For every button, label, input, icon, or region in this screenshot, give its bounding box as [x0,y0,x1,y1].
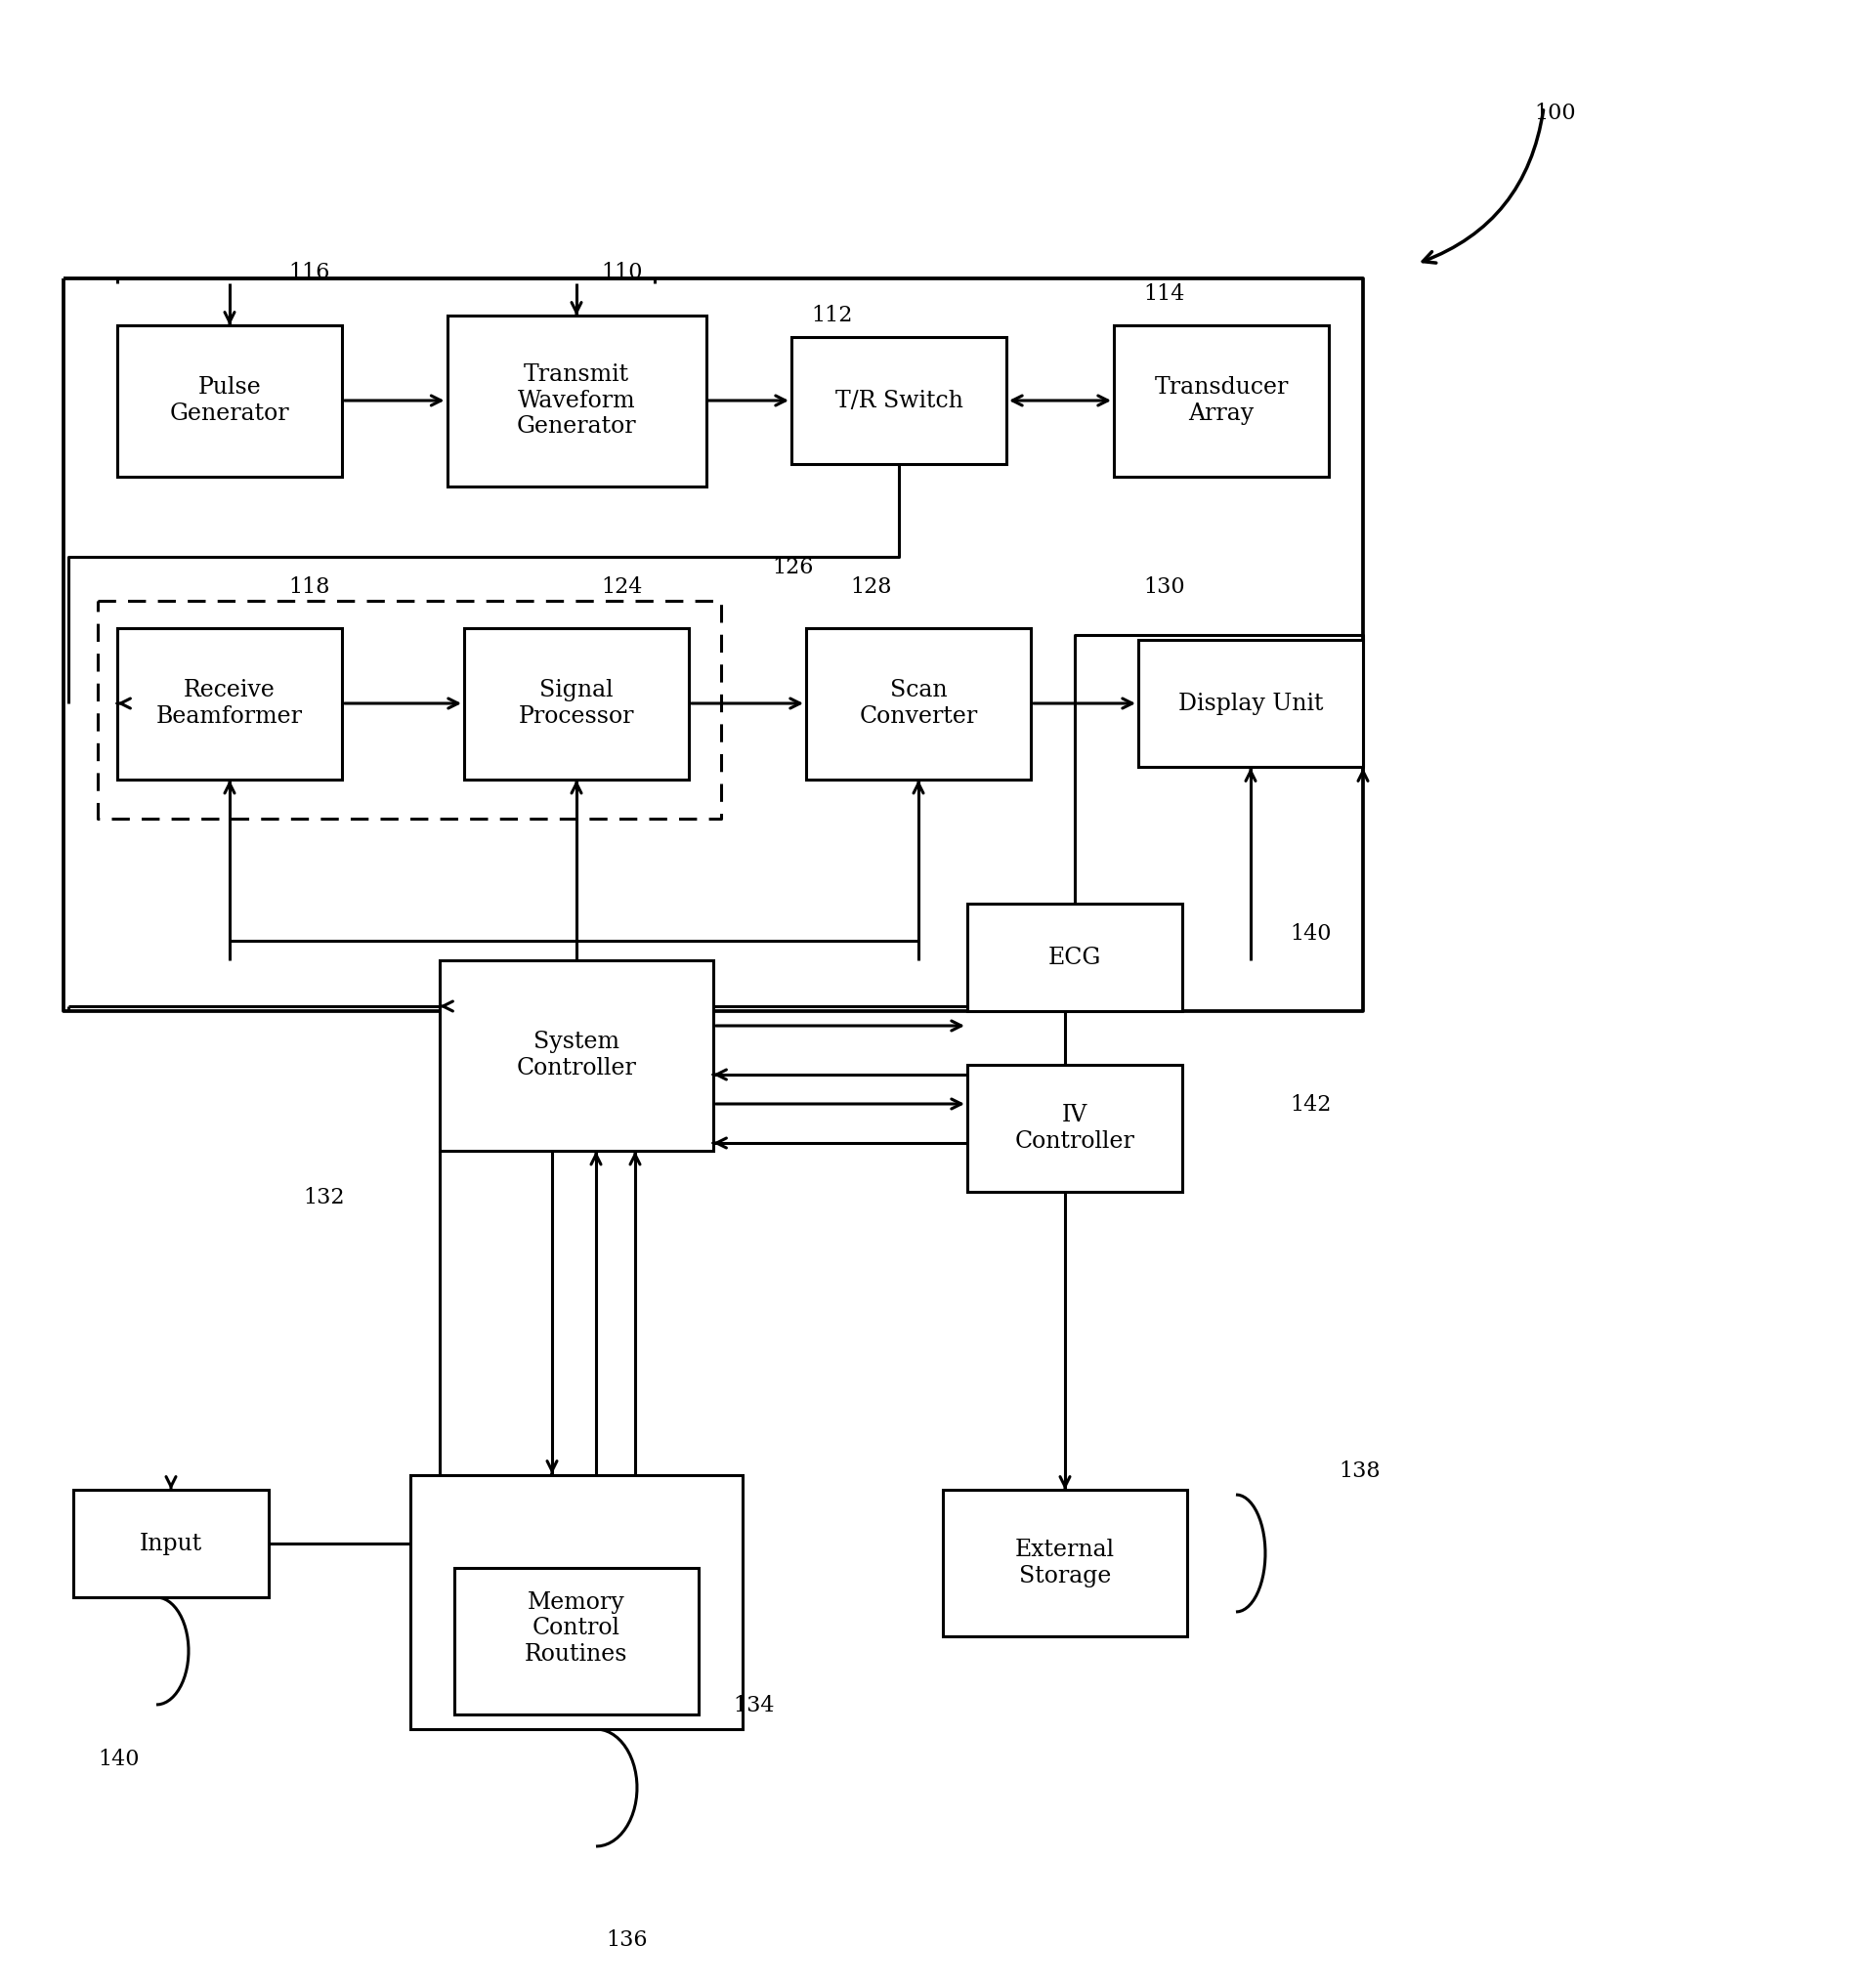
Bar [448,314,706,485]
Text: 110: 110 [602,262,643,284]
Text: IV
Controller: IV Controller [1014,1103,1136,1153]
Text: Signal
Processor: Signal Processor [519,680,635,728]
Text: Input: Input [139,1533,202,1555]
Text: ECG: ECG [1048,946,1102,968]
Text: 140: 140 [97,1749,139,1769]
Text: Scan
Converter: Scan Converter [858,680,978,728]
Text: 142: 142 [1289,1093,1331,1115]
Bar [1113,324,1329,477]
Text: Transducer
Array: Transducer Array [1154,376,1289,425]
Text: T/R Switch: T/R Switch [836,390,963,412]
Text: 130: 130 [1143,577,1184,598]
Bar [943,1489,1186,1636]
Text: 124: 124 [602,577,643,598]
Text: 138: 138 [1338,1461,1381,1481]
Text: Receive
Beamformer: Receive Beamformer [156,680,304,728]
Text: External
Storage: External Storage [1016,1539,1115,1586]
Text: Control
Routines: Control Routines [525,1616,628,1666]
Text: 140: 140 [1289,922,1331,944]
Bar [967,1066,1182,1193]
Text: Transmit
Waveform
Generator: Transmit Waveform Generator [517,364,637,437]
Text: 136: 136 [605,1930,647,1950]
Text: 116: 116 [289,262,330,284]
Bar [118,628,341,779]
Text: Pulse
Generator: Pulse Generator [171,376,289,425]
Bar [806,628,1031,779]
Text: Display Unit: Display Unit [1179,692,1323,714]
Bar [73,1489,268,1596]
Text: 132: 132 [304,1187,345,1209]
Bar [791,338,1006,463]
Bar [454,1569,699,1714]
Text: 100: 100 [1535,103,1576,123]
Bar [1138,640,1362,767]
Text: Memory: Memory [528,1590,626,1614]
Bar [465,628,690,779]
Text: 114: 114 [1143,284,1184,304]
Bar [967,905,1182,1012]
Bar [440,960,714,1151]
Text: 112: 112 [811,304,853,326]
Bar [410,1475,742,1730]
Text: 134: 134 [733,1696,774,1716]
Text: 118: 118 [289,577,330,598]
Text: 126: 126 [772,557,813,579]
Text: System
Controller: System Controller [517,1032,637,1079]
Text: 128: 128 [851,577,892,598]
Bar [118,324,341,477]
